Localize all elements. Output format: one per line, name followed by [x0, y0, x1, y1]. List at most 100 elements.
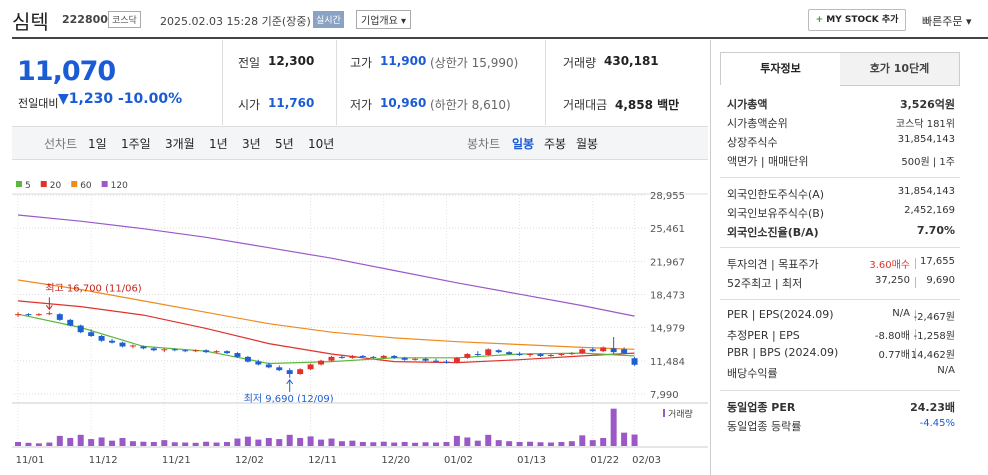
volume-bar: [412, 442, 419, 446]
info-divider: [915, 277, 916, 288]
info-value: 코스닥 181위: [895, 119, 955, 130]
info-label: 외국인한도주식수(A): [727, 188, 825, 201]
candle-body: [15, 314, 21, 316]
stat-value: 11,900: [380, 54, 427, 68]
candle-body: [56, 314, 63, 320]
volume-bar: [558, 442, 565, 446]
volume-bar: [171, 442, 178, 446]
price-chart: 5 20 60 120 28,955 25,461 21,967 18,473 14,979 11…: [12, 181, 708, 466]
volume-bar: [318, 439, 325, 446]
info-label: PER | EPS(2024.09): [727, 308, 834, 321]
moving-average-line: [17, 313, 635, 365]
volume-bar: [401, 442, 408, 446]
candle-body: [129, 345, 136, 347]
candle-body: [46, 313, 53, 315]
period-tab[interactable]: 3개월: [165, 137, 195, 151]
my-stock-button[interactable]: + MY STOCK 추가: [808, 9, 906, 31]
info-value: 31,854,143: [897, 186, 955, 197]
info-tab[interactable]: 호가 10단계: [840, 52, 960, 86]
period-tab[interactable]: 1주일: [121, 137, 151, 151]
x-tick-label: 01/22: [590, 455, 619, 466]
candle-body: [25, 314, 32, 316]
y-tick-label: 11,484: [650, 357, 685, 368]
candle-body: [422, 358, 429, 361]
volume-bar: [15, 442, 21, 446]
period-tab[interactable]: 3년: [242, 137, 261, 151]
volume-bar: [129, 441, 136, 446]
y-tick-label: 14,979: [650, 324, 685, 335]
candle-body: [297, 369, 304, 374]
volume-bar: [255, 439, 262, 446]
info-label: 52주최고 | 최저: [727, 277, 803, 290]
period-tab[interactable]: 1년: [209, 137, 228, 151]
info-label: 액면가 | 매매단위: [727, 155, 809, 168]
volume-bar: [35, 443, 42, 446]
y-tick-label: 21,967: [650, 257, 685, 268]
volume-bar: [527, 441, 534, 446]
candle-body: [192, 350, 199, 352]
candle-body: [119, 342, 126, 347]
stat-label: 저가: [350, 98, 373, 112]
period-tab[interactable]: 주봉: [544, 137, 567, 151]
period-tab[interactable]: 월봉: [576, 137, 599, 151]
candle-body: [359, 355, 366, 357]
candle-body: [213, 351, 220, 353]
stat-label: 시가: [238, 98, 261, 112]
candle-body: [244, 356, 251, 362]
volume-bar: [359, 442, 366, 446]
volume-bar: [349, 440, 356, 446]
info-tab[interactable]: 투자정보: [720, 52, 841, 85]
period-tab[interactable]: 5년: [275, 137, 294, 151]
volume-bar: [307, 436, 314, 446]
period-tab[interactable]: 일봉: [512, 137, 535, 151]
stock-code: 222800: [62, 13, 108, 26]
volume-bar: [453, 435, 460, 446]
legend-swatch: [101, 181, 108, 187]
change-label: 전일대비: [18, 97, 59, 110]
candle-body: [150, 348, 157, 351]
info-value: 37,250: [875, 275, 910, 286]
volume-bar: [506, 441, 513, 446]
volume-bar: [98, 437, 105, 446]
volume-bar: [265, 438, 272, 446]
candle-body: [67, 319, 74, 326]
info-value: 14,462원: [910, 350, 955, 361]
candle-body: [380, 355, 387, 358]
period-label: 봉차트: [467, 137, 501, 151]
volume-bar: [495, 440, 502, 446]
info-label: 동일업종 등락률: [727, 420, 802, 433]
candle-body: [485, 349, 492, 355]
volume-legend-swatch: [663, 409, 665, 417]
candle-body: [558, 354, 565, 356]
candle-body: [307, 364, 314, 370]
candle-body: [265, 364, 272, 368]
moving-average-line: [17, 300, 635, 364]
period-tab[interactable]: 10년: [308, 137, 335, 151]
annotation: 최고 16,700 (11/06): [45, 282, 141, 294]
period-tab[interactable]: 1일: [88, 137, 107, 151]
candle-body: [224, 351, 230, 354]
volume-bar: [67, 438, 74, 446]
candle-body: [495, 350, 502, 353]
volume-bar: [621, 432, 628, 446]
divider: [336, 40, 337, 125]
stat-value: 10,960: [380, 96, 427, 110]
header-rule: [12, 37, 988, 39]
info-label: 외국인보유주식수(B): [727, 207, 825, 220]
section-rule: [720, 247, 960, 248]
candle-body: [453, 357, 460, 363]
info-value: 0.77배: [878, 350, 910, 361]
info-label: 추정PER | EPS: [727, 329, 800, 342]
volume-bar: [192, 442, 199, 446]
volume-bar: [537, 442, 544, 446]
volume-bar: [109, 440, 116, 446]
company-info-button[interactable]: 기업개요 ▾: [356, 10, 412, 29]
volume-bar: [161, 440, 168, 446]
candle-body: [412, 358, 419, 360]
market-badge: 코스닥: [108, 11, 141, 28]
quick-order-button[interactable]: 빠른주문 ▾: [922, 15, 972, 28]
stat-value: 430,181: [604, 54, 659, 68]
volume-bar: [286, 434, 293, 446]
company-info-text: 기업개요: [361, 16, 398, 27]
